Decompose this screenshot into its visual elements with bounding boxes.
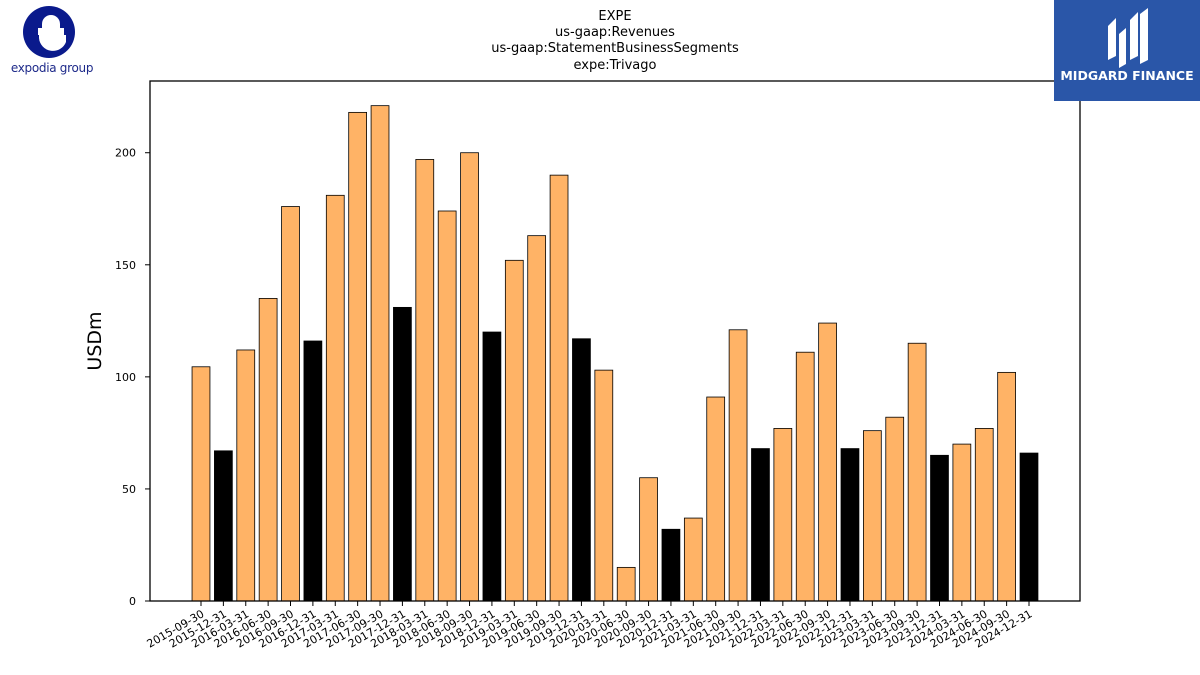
expedia-logo-text: expodia group (10, 61, 94, 75)
bar-2020-09-30 (639, 477, 658, 602)
y-axis-ticks: 0 50 100 150 200 (115, 147, 150, 608)
bar-2019-12-31 (572, 338, 591, 602)
midgard-finance-logo: MIDGARD FINANCE (1054, 0, 1200, 101)
bar-2017-06-30 (348, 111, 368, 602)
bar-2017-09-30 (370, 105, 390, 602)
bar-2020-06-30 (616, 566, 636, 602)
expedia-logo: expodia group (4, 4, 100, 80)
bar-2018-09-30 (460, 152, 479, 602)
bar-2018-03-31 (415, 159, 435, 602)
y-axis-label: USDm (84, 311, 106, 370)
y-tick-label: 150 (115, 259, 136, 272)
bar-2015-12-31 (214, 450, 233, 602)
y-tick-label: 0 (129, 595, 136, 608)
bar-2016-03-31 (236, 349, 256, 602)
bar-2020-12-31 (661, 528, 681, 602)
bar-2022-06-30 (795, 351, 815, 602)
plot-frame (149, 80, 1081, 602)
y-tick-label: 100 (115, 371, 136, 384)
bar-2023-12-31 (930, 454, 949, 602)
bar-2021-09-30 (728, 329, 748, 602)
bar-2019-03-31 (504, 259, 524, 602)
bar-2015-09-30 (191, 366, 211, 602)
bar-2016-09-30 (281, 206, 300, 602)
bar-2022-12-31 (840, 448, 860, 602)
bar-2024-09-30 (997, 371, 1016, 602)
bar-2018-06-30 (437, 210, 457, 602)
bar-2016-06-30 (258, 298, 278, 602)
bar-2020-03-31 (594, 369, 614, 602)
bar-2024-06-30 (974, 428, 994, 602)
y-tick-label: 50 (122, 483, 136, 496)
x-axis-ticks: 2015-09-302015-12-312016-03-312016-06-30… (145, 601, 1035, 651)
bar-2023-06-30 (885, 416, 905, 602)
title-line-2: us-gaap:Revenues (555, 25, 675, 40)
bar-2019-06-30 (527, 235, 547, 602)
bar-2017-03-31 (325, 194, 345, 602)
bar-2021-03-31 (683, 517, 703, 602)
bar-2021-12-31 (751, 448, 770, 602)
bar-2021-06-30 (706, 396, 726, 602)
bar-series (191, 105, 1039, 602)
title-line-4: expe:Trivago (574, 58, 657, 73)
bar-2022-09-30 (818, 322, 837, 602)
bar-2018-12-31 (482, 331, 502, 602)
bar-2022-03-31 (773, 428, 793, 602)
bar-2024-12-31 (1019, 452, 1039, 602)
y-tick-label: 200 (115, 147, 136, 160)
chart-title: EXPE us-gaap:Revenues us-gaap:StatementB… (491, 9, 739, 73)
expedia-e-icon (23, 6, 75, 58)
bar-2016-12-31 (303, 340, 323, 602)
title-line-1: EXPE (598, 9, 631, 24)
bar-2024-03-31 (952, 443, 972, 602)
bar-2023-03-31 (863, 430, 882, 602)
bar-2019-09-30 (549, 174, 569, 602)
title-line-3: us-gaap:StatementBusinessSegments (491, 41, 739, 56)
midgard-mark-icon (1108, 8, 1148, 68)
bar-2023-09-30 (907, 342, 927, 602)
bar-2017-12-31 (393, 306, 412, 602)
midgard-logo-text: MIDGARD FINANCE (1060, 68, 1194, 83)
